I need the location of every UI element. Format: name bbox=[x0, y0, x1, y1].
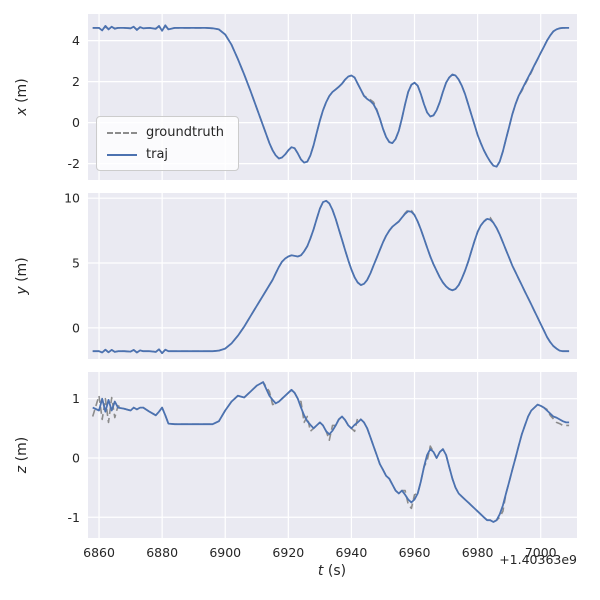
axes-background bbox=[88, 193, 577, 359]
ylabel-z-var: z bbox=[14, 465, 30, 474]
legend-item-traj: traj bbox=[107, 148, 224, 161]
ylabel-x-var: x bbox=[14, 107, 30, 116]
x-axis-offset-label: +1.40363e9 bbox=[499, 552, 577, 567]
x-tick-label: 6960 bbox=[399, 545, 431, 560]
groundtruth-line-sample-icon bbox=[107, 131, 137, 134]
y-tick-label: 1 bbox=[72, 391, 80, 406]
legend-item-groundtruth: groundtruth bbox=[107, 126, 224, 139]
ylabel-y-unit: (m) bbox=[14, 257, 30, 287]
ylabel-y: y (m) bbox=[14, 257, 30, 294]
xlabel: t (s) bbox=[318, 563, 346, 579]
traj-line-sample-icon bbox=[107, 153, 137, 156]
x-tick-label: 6940 bbox=[336, 545, 368, 560]
ylabel-x-unit: (m) bbox=[14, 78, 30, 108]
xlabel-var: t bbox=[317, 563, 324, 579]
traj-line bbox=[92, 381, 570, 523]
traj-line bbox=[92, 199, 570, 355]
traj-line bbox=[92, 24, 570, 168]
x-tick-label: 7000 bbox=[525, 545, 557, 560]
legend: groundtruth traj bbox=[96, 116, 240, 171]
y-tick-label: 0 bbox=[72, 115, 80, 130]
y-tick-label: -1 bbox=[68, 510, 80, 525]
x-tick-label: 6980 bbox=[462, 545, 494, 560]
y-tick-label: 2 bbox=[72, 74, 80, 89]
ylabel-x: x (m) bbox=[14, 78, 30, 115]
x-tick-label: 6900 bbox=[209, 545, 241, 560]
y-tick-label: -2 bbox=[68, 156, 80, 171]
y-tick-label: 0 bbox=[72, 450, 80, 465]
ylabel-z: z (m) bbox=[14, 437, 30, 473]
axes-background bbox=[88, 372, 577, 538]
y-tick-label: 0 bbox=[72, 320, 80, 335]
x-tick-label: 6860 bbox=[83, 545, 115, 560]
y-tick-label: 5 bbox=[72, 256, 80, 271]
xlabel-unit: (s) bbox=[323, 563, 347, 579]
legend-label-traj: traj bbox=[146, 147, 169, 162]
ylabel-y-var: y bbox=[14, 286, 30, 295]
x-tick-label: 6880 bbox=[146, 545, 178, 560]
x-tick-label: 6920 bbox=[272, 545, 304, 560]
y-tick-label: 10 bbox=[64, 191, 80, 206]
legend-label-groundtruth: groundtruth bbox=[146, 125, 225, 140]
y-tick-label: 4 bbox=[72, 33, 80, 48]
ylabel-z-unit: (m) bbox=[14, 436, 30, 466]
